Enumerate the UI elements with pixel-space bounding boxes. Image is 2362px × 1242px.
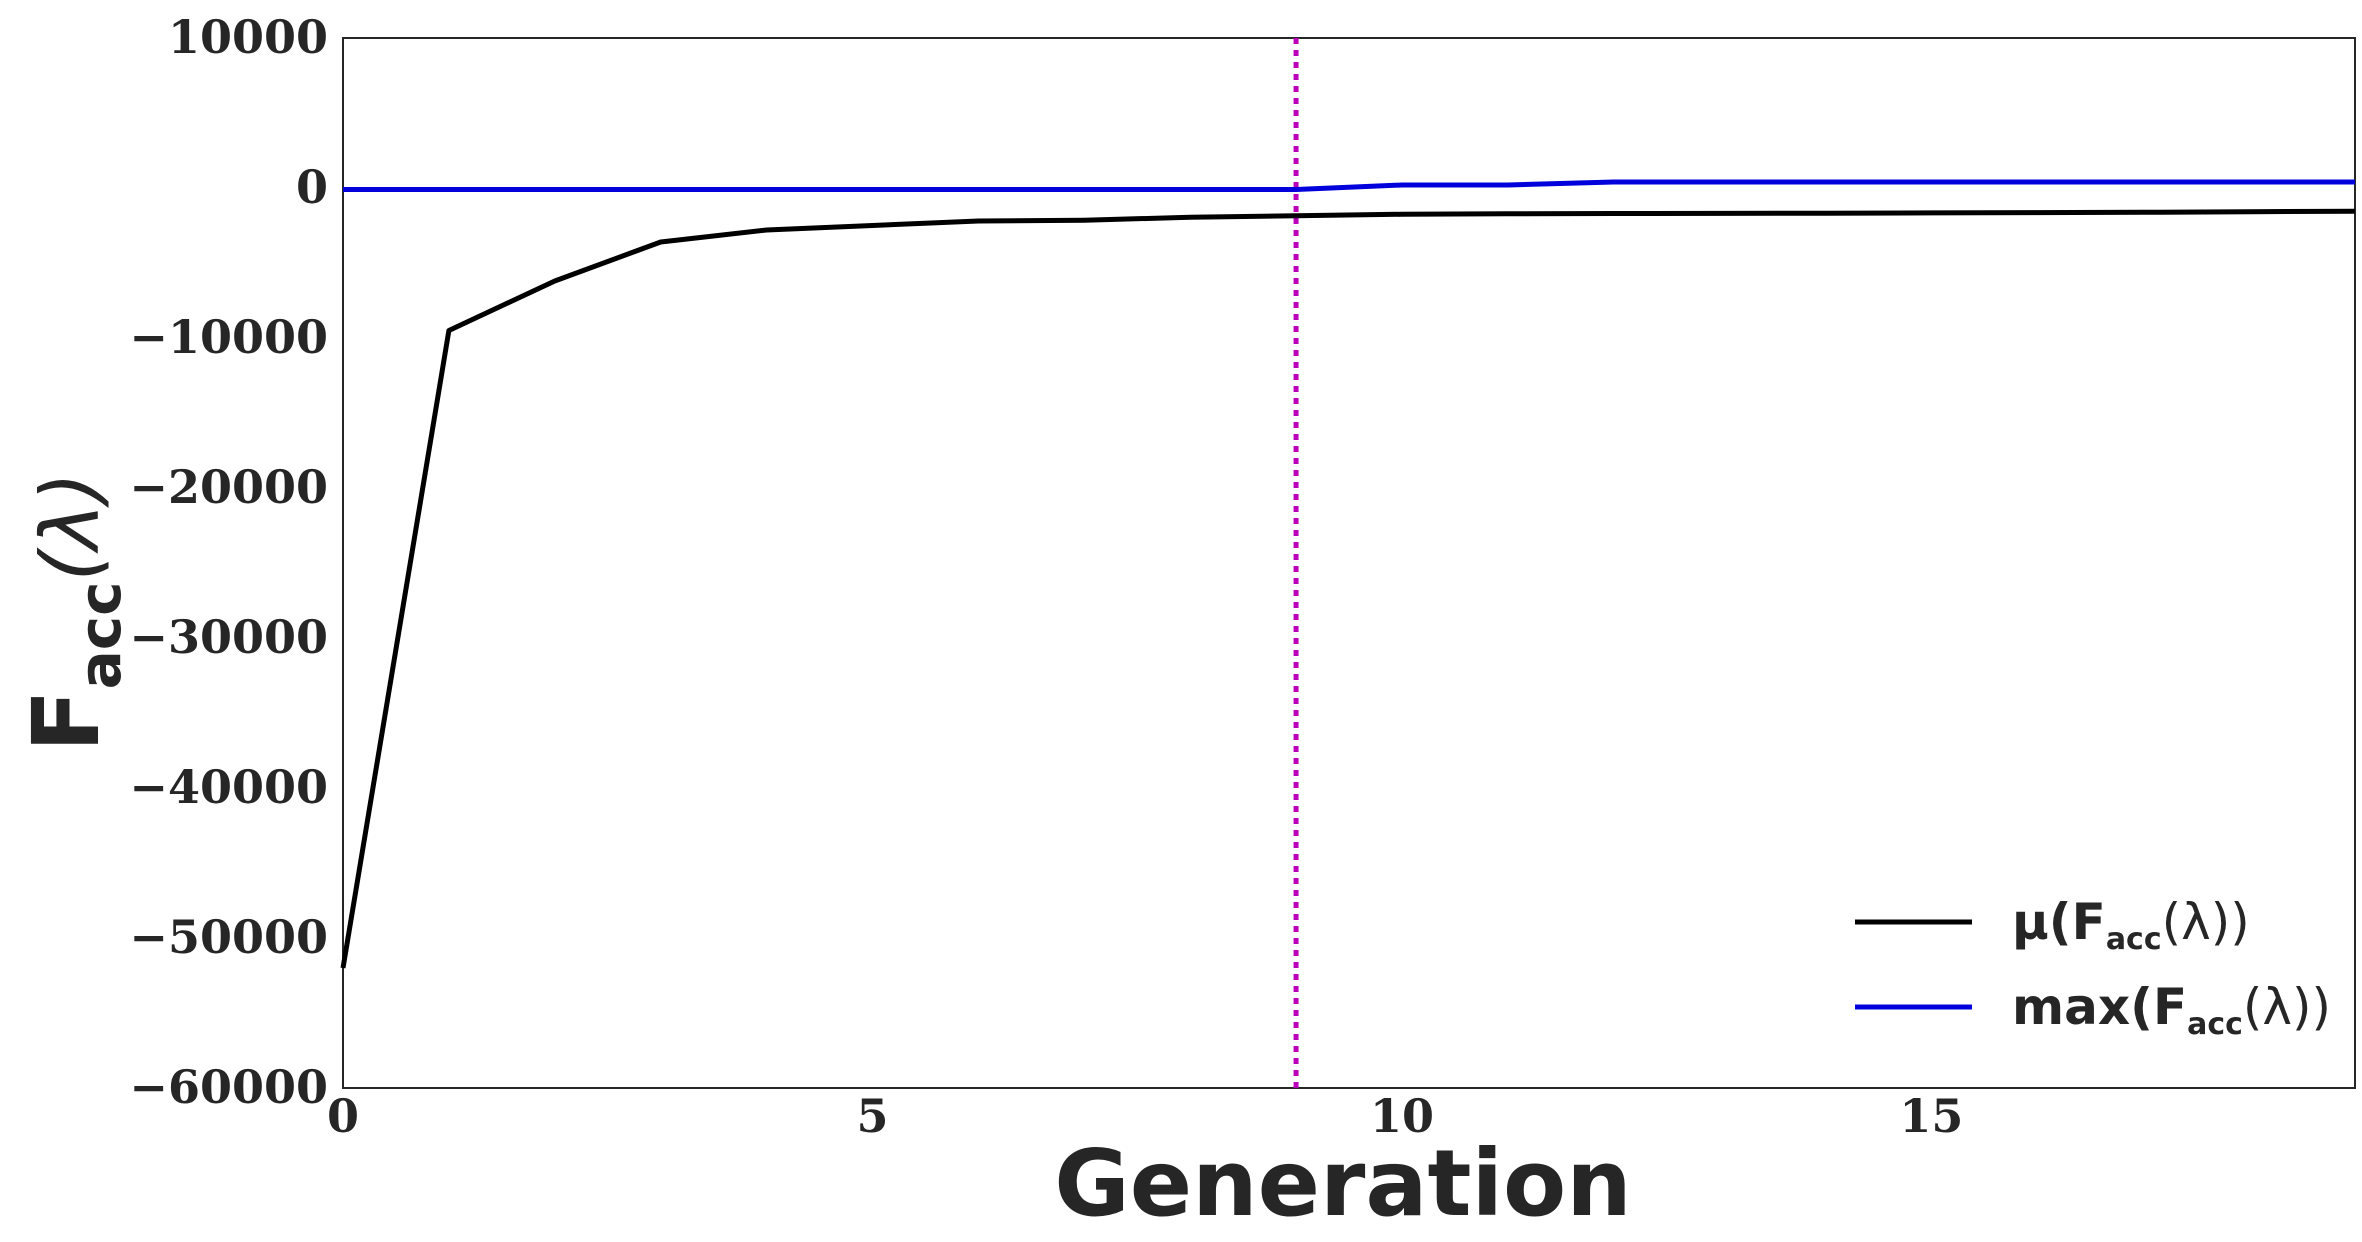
y-tick-label: 10000: [168, 10, 328, 64]
series-group: [340, 179, 2356, 969]
x-axis-ticks: 0 5 10 15: [327, 1089, 1963, 1143]
legend-label-sub: acc: [2187, 1007, 2243, 1042]
legend-label-main: F: [2153, 978, 2187, 1036]
legend-label: max(Facc(λ)): [2012, 978, 2331, 1042]
legend-label-suffix: (λ)): [2162, 893, 2250, 951]
y-axis-title-main: F: [13, 689, 120, 752]
y-tick-label: −20000: [129, 460, 328, 514]
y-tick-label: −60000: [129, 1060, 328, 1114]
legend-label-main: F: [2072, 893, 2106, 951]
mean-series-line: [340, 208, 2356, 969]
x-tick-label: 10: [1370, 1089, 1434, 1143]
x-tick-label: 15: [1899, 1089, 1963, 1143]
y-tick-label: −30000: [129, 610, 328, 664]
y-tick-label: −50000: [129, 910, 328, 964]
x-tick-label: 5: [856, 1089, 888, 1143]
y-axis-title-suffix: (λ): [24, 472, 117, 582]
y-axis-title-sub: acc: [66, 582, 134, 690]
y-tick-label: −10000: [129, 310, 328, 364]
y-tick-label: 0: [296, 160, 328, 214]
legend-label: μ(Facc(λ)): [2012, 893, 2250, 957]
max-series-line: [343, 179, 2355, 192]
legend-label-sub: acc: [2106, 922, 2162, 957]
y-axis-title: Facc(λ): [13, 472, 134, 753]
legend-label-prefix: max(: [2012, 978, 2153, 1036]
legend-label-prefix: μ(: [2012, 893, 2072, 951]
x-tick-label: 0: [327, 1089, 359, 1143]
legend: μ(Facc(λ))max(Facc(λ)): [1855, 893, 2331, 1042]
x-axis-title: Generation: [1054, 1130, 1631, 1237]
y-axis-ticks: 10000 0 −10000 −20000 −30000 −40000 −50000 −600…: [129, 10, 328, 1114]
legend-label-suffix: (λ)): [2243, 978, 2331, 1036]
y-tick-label: −40000: [129, 760, 328, 814]
